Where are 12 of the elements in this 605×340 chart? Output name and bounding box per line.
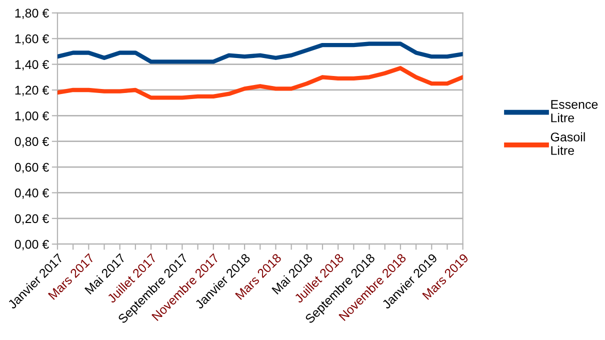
y-tick-label: 0,80 € (14, 137, 49, 148)
y-tick-label: 0,00 € (14, 240, 49, 250)
y-tick-label: 1,80 € (15, 8, 49, 20)
y-tick-label: 1,40 € (15, 60, 49, 70)
y-tick-label: 0,60 € (14, 162, 49, 174)
y-tick-label: 0,40 € (14, 188, 49, 199)
y-tick-label: 1,60 € (15, 34, 49, 45)
y-tick-label: 1,00 € (15, 111, 49, 122)
legend-label: Gasoil Litre (550, 132, 585, 155)
legend-label: Essence Litre (551, 100, 598, 122)
y-tick-label: 1,20 € (15, 86, 49, 96)
y-tick-label: 0,20 € (14, 214, 49, 225)
